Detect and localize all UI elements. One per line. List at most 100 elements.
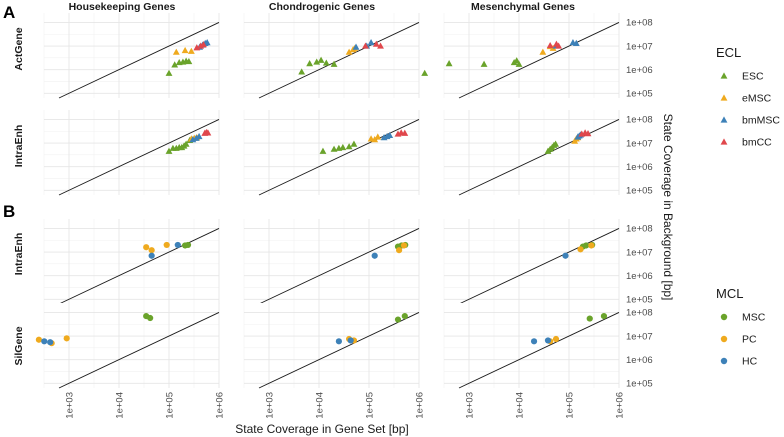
legend-item-pc: PC: [720, 334, 757, 346]
point-bmmsc: [192, 134, 200, 141]
x-tick-label: 1e+05: [165, 392, 176, 419]
point-pc: [552, 335, 560, 343]
reference-line: [458, 228, 620, 305]
point-esc: [350, 140, 358, 147]
y-tick-label: 1e+07: [626, 247, 653, 258]
point-bmmsc: [572, 39, 580, 46]
point-bmcc: [377, 42, 384, 49]
facet-b-silgene-2: [443, 303, 620, 389]
point-esc: [185, 57, 193, 65]
point-esc: [330, 145, 338, 152]
point-hc: [335, 338, 342, 345]
facet-b-intraenh-1: [243, 219, 420, 305]
point-hc: [371, 252, 378, 259]
panel-background: [244, 303, 419, 388]
legend-key-triangle: [720, 138, 728, 145]
panel-background: [444, 110, 619, 195]
reference-line: [258, 228, 420, 305]
point-hc: [347, 337, 354, 344]
point-bmcc: [362, 42, 369, 49]
reference-line: [58, 228, 220, 305]
legends: ESC eMSC bmMSC bmCC MSC PC HC: [720, 71, 780, 368]
point-esc: [515, 60, 523, 67]
point-esc: [182, 140, 190, 147]
x-tick-label: 1e+05: [565, 392, 576, 419]
y-tick-label: 1e+06: [626, 355, 653, 366]
legend-label: bmMSC: [742, 115, 780, 127]
plot-panels: 1e+051e+061e+071e+081e+051e+061e+071e+08…: [35, 13, 653, 419]
panel-background: [44, 110, 219, 195]
x-tick-label: 1e+03: [465, 392, 476, 419]
point-bmcc: [193, 44, 201, 51]
legend-label: ESC: [742, 71, 764, 83]
y-tick-label: 1e+05: [626, 295, 653, 306]
point-pc: [163, 241, 170, 249]
column-strip-chondrogenic: Chondrogenic Genes: [269, 1, 375, 13]
legend-key-circle: [720, 335, 728, 343]
facet-a-intraenh-0: [43, 110, 220, 196]
reference-line: [58, 119, 220, 196]
legend-item-hc: HC: [720, 356, 758, 368]
y-tick-label: 1e+05: [626, 186, 653, 197]
y-axis-title: State Coverage in Background [bp]: [661, 114, 675, 301]
x-tick-label: 1e+03: [65, 392, 76, 419]
point-esc: [445, 60, 453, 67]
point-bmmsc: [386, 131, 394, 139]
legend-title-mcl: MCL: [716, 286, 743, 301]
point-esc: [313, 58, 321, 65]
point-bmcc: [200, 41, 207, 48]
reference-line: [258, 22, 420, 99]
y-tick-label: 1e+08: [626, 115, 653, 126]
row-strip-a-actgene: ActGene: [13, 27, 25, 70]
x-tick-label: 1e+03: [265, 392, 276, 419]
point-esc: [317, 56, 325, 63]
point-msc: [600, 313, 608, 320]
legend-item-bmmsc: bmMSC: [720, 115, 780, 127]
point-msc: [184, 241, 192, 249]
panel-background: [244, 13, 419, 98]
point-bmmsc: [203, 39, 211, 46]
point-esc: [165, 69, 173, 76]
legend-key-triangle: [720, 94, 728, 101]
point-esc: [171, 61, 179, 68]
point-emsc: [172, 48, 180, 55]
x-tick-label: 1e+04: [515, 392, 526, 419]
x-tick-label: 1e+06: [615, 392, 626, 419]
legend-item-emsc: eMSC: [720, 93, 772, 105]
point-bmmsc: [352, 43, 360, 50]
y-tick-label: 1e+08: [626, 308, 653, 319]
point-esc: [319, 147, 327, 154]
point-pc: [400, 242, 408, 249]
facet-a-actgene-0: [43, 13, 220, 99]
point-msc: [401, 313, 408, 320]
figure-text: A B Housekeeping Genes Chondrogenic Gene…: [3, 1, 743, 436]
point-hc: [562, 252, 569, 259]
reference-line: [458, 22, 620, 99]
point-bmcc: [204, 129, 212, 136]
point-pc: [148, 247, 155, 254]
point-msc: [147, 314, 154, 322]
point-esc: [165, 147, 173, 154]
facet-b-intraenh-2: [443, 219, 620, 305]
point-bmcc: [372, 40, 380, 47]
point-bmcc: [584, 130, 592, 137]
point-pc: [63, 335, 70, 342]
point-hc: [47, 339, 54, 346]
point-esc: [306, 60, 314, 67]
legend-label: PC: [742, 334, 757, 346]
x-tick-label: 1e+06: [215, 392, 226, 419]
point-emsc: [374, 133, 382, 140]
point-hc: [148, 252, 155, 259]
panel-background: [44, 303, 219, 388]
panel-tag-b: B: [3, 202, 15, 221]
legend-item-msc: MSC: [720, 312, 766, 324]
column-strip-mesenchymal: Mesenchymal Genes: [471, 1, 575, 13]
reference-line: [458, 312, 620, 389]
point-pc: [577, 246, 584, 253]
point-hc: [544, 337, 552, 344]
legend-key-triangle: [720, 72, 728, 79]
y-tick-label: 1e+05: [626, 89, 653, 100]
y-tick-label: 1e+05: [626, 379, 653, 390]
point-emsc: [187, 47, 195, 54]
legend-item-esc: ESC: [720, 71, 764, 83]
